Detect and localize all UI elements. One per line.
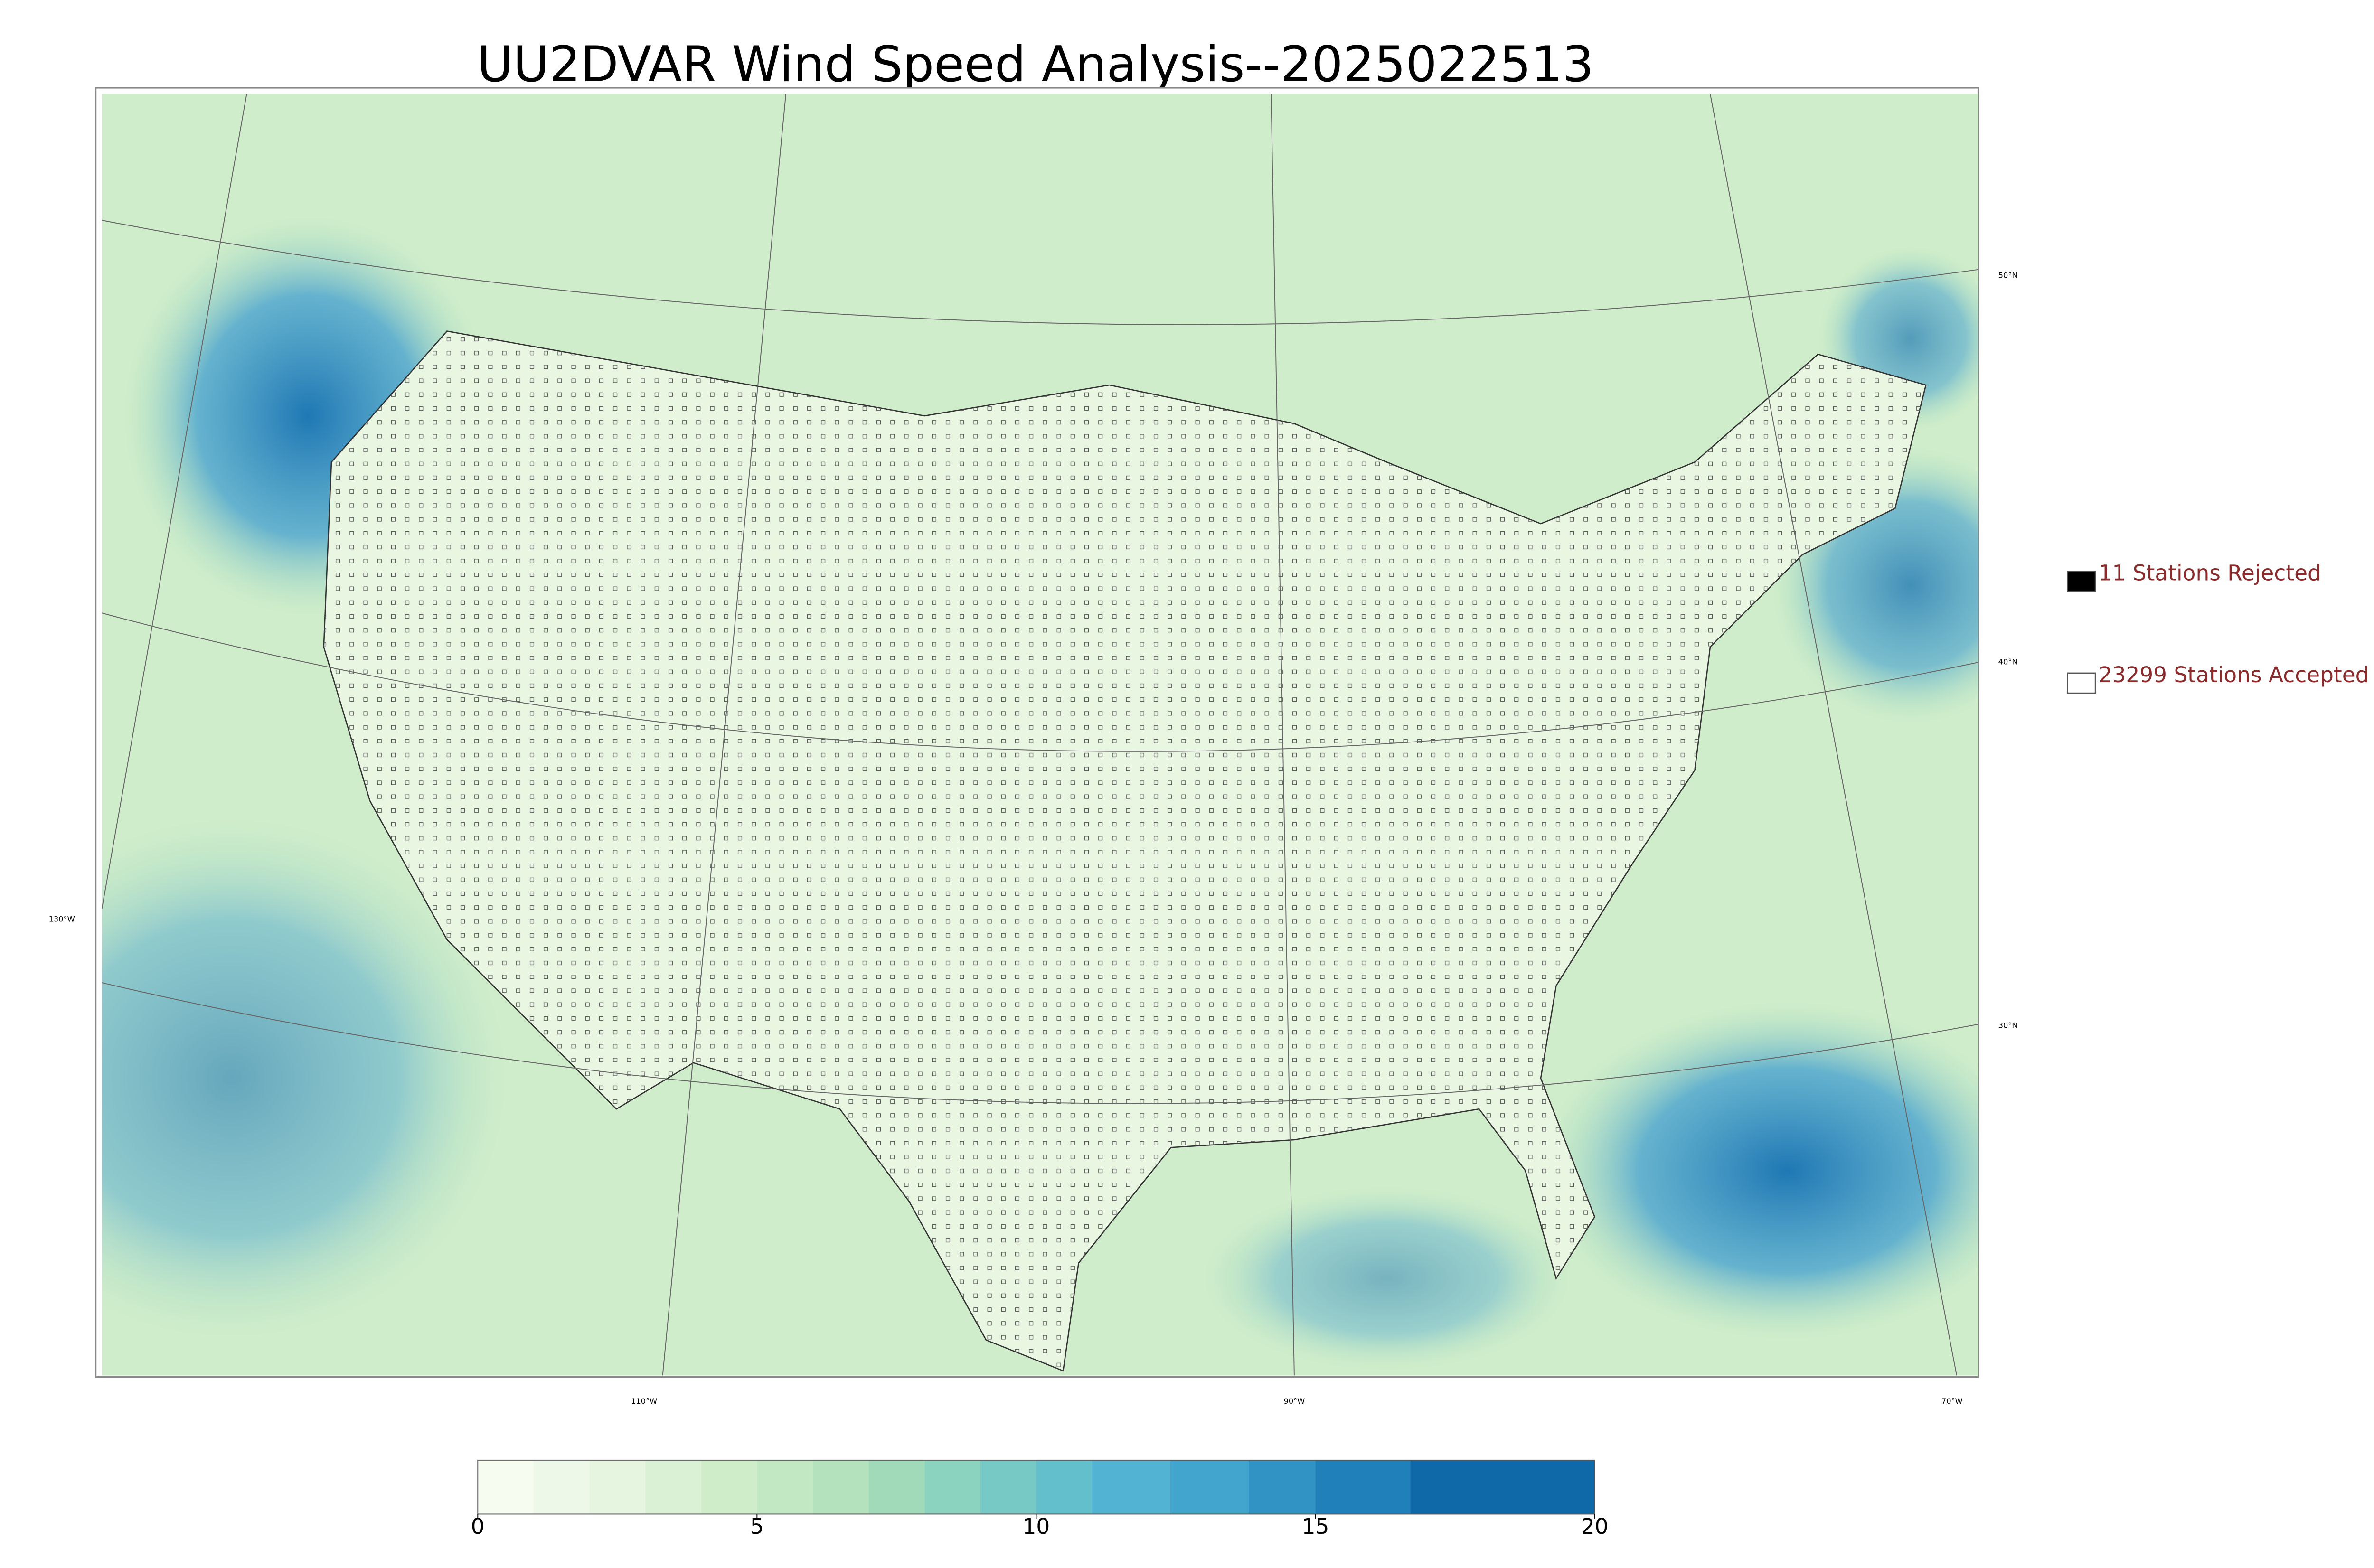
map-area (102, 94, 1978, 1376)
colorbar-tick-label: 0 (471, 1514, 485, 1539)
longitude-label: 110°W (631, 1397, 657, 1406)
colorbar-band (701, 1460, 757, 1514)
colorbar-band (924, 1460, 980, 1514)
longitude-label: 130°W (49, 915, 75, 924)
latitude-label: 40°N (1998, 657, 2018, 667)
colorbar-band (645, 1460, 701, 1514)
colorbar-band (1092, 1460, 1170, 1514)
wind-field (102, 816, 509, 1340)
legend-label: 11 Stations Rejected (2099, 561, 2321, 586)
longitude-label: 90°W (1284, 1397, 1305, 1406)
colorbar-band (757, 1460, 813, 1514)
legend-label: 23299 Stations Accepted (2099, 662, 2369, 687)
colorbar-band (1170, 1460, 1249, 1514)
colorbar-band (812, 1460, 869, 1514)
station-markers (323, 331, 1926, 1371)
colorbar-band (980, 1460, 1036, 1514)
longitude-label: 70°W (1941, 1397, 1963, 1406)
graticule-labels: 50°N 40°N 30°N 130°W 110°W 90°W 70°W (49, 271, 2018, 1406)
colorbar-tick-label: 5 (750, 1514, 764, 1539)
legend-swatch (2067, 571, 2096, 592)
map-title: UU2DVAR Wind Speed Analysis--2025022513 (477, 36, 1594, 93)
latitude-label: 30°N (1998, 1021, 2018, 1030)
colorbar-band (868, 1460, 925, 1514)
colorbar-band (1248, 1460, 1316, 1514)
colorbar-tick-label: 20 (1581, 1514, 1609, 1539)
colorbar-band (1315, 1460, 1411, 1514)
colorbar-band (1410, 1460, 1595, 1514)
legend: 11 Stations Rejected 23299 Stations Accep… (2067, 561, 2369, 694)
colorbar-band (533, 1460, 590, 1514)
colorbar-band (589, 1460, 646, 1514)
colorbar-band (478, 1460, 534, 1514)
latitude-label: 50°N (1998, 271, 2018, 280)
colorbar: 0 5 10 15 20 (471, 1459, 1609, 1539)
graticule (102, 94, 1978, 1376)
colorbar-band (1036, 1460, 1093, 1514)
wind-field (1541, 1001, 1978, 1340)
wind-field (1202, 1186, 1572, 1371)
colorbar-tick-label: 15 (1302, 1514, 1329, 1539)
legend-swatch (2067, 672, 2096, 694)
colorbar-tick-label: 10 (1023, 1514, 1050, 1539)
